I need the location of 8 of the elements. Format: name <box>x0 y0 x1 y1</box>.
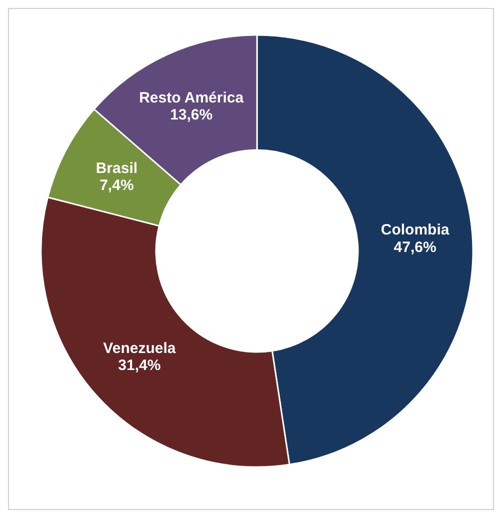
data-label: 31,4% <box>118 357 161 374</box>
slice-label: Brasil <box>96 160 138 177</box>
slice-label: Venezuela <box>103 340 176 357</box>
data-label: 7,4% <box>100 177 134 194</box>
slice-label: Resto América <box>139 89 244 106</box>
slice-label: Colombia <box>380 222 450 239</box>
data-label: 13,6% <box>170 106 213 124</box>
data-label: 47,6% <box>394 238 436 256</box>
